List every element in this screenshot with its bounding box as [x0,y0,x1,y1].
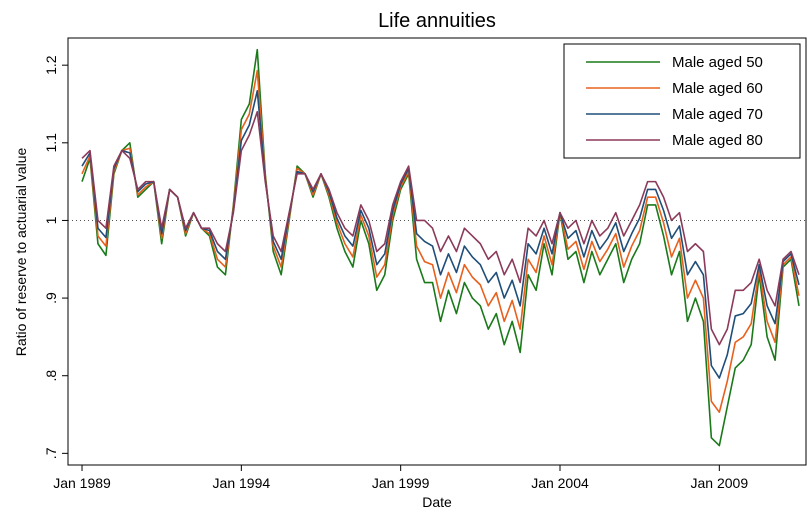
x-tick-label: Jan 1999 [372,475,430,491]
plot-frame [67,37,807,466]
y-axis-title: Ratio of reserve to actuarial value [13,148,29,357]
y-tick-label: .7 [43,447,59,459]
series-line [81,110,800,346]
x-tick-label: Jan 1994 [213,475,271,491]
x-tick-label: Jan 2009 [691,475,749,491]
legend-label: Male aged 80 [672,132,763,149]
x-tick-label: Jan 1989 [53,475,111,491]
legend-label: Male aged 50 [672,54,763,71]
chart-title: Life annuities [378,10,496,32]
legend-label: Male aged 70 [672,106,763,123]
y-tick-label: .9 [43,292,59,304]
y-tick-label: 1.1 [43,133,59,153]
legend-box [563,43,801,159]
x-axis-title: Date [422,494,452,510]
x-tick-label: Jan 2004 [531,475,589,491]
y-tick-label: 1 [43,216,59,224]
y-tick-label: 1.2 [43,55,59,75]
y-tick-label: .8 [43,370,59,382]
legend-label: Male aged 60 [672,80,763,97]
